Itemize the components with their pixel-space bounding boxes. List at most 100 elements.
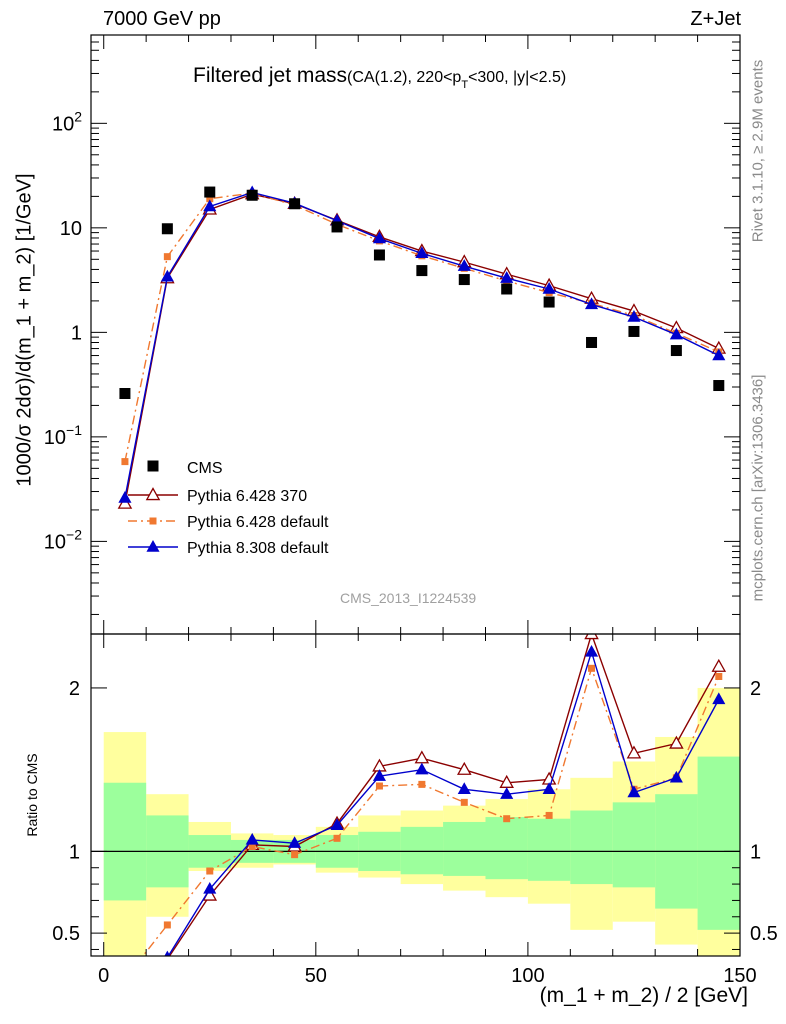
inner-band-bin [400, 826, 444, 875]
ratio-series-point-2 [203, 881, 217, 894]
axis-ticks [91, 34, 741, 956]
main-series-point-2 [457, 259, 471, 271]
main-series-point-2 [372, 231, 386, 244]
ratio-series-point-1 [460, 798, 468, 806]
process-label: Z+Jet [690, 8, 741, 30]
data-point [119, 388, 131, 400]
ratio-series-point-2 [415, 762, 429, 775]
ratio-series-point-2 [330, 818, 344, 830]
inner-band-bin [103, 782, 147, 901]
x-tick-label: 150 [723, 965, 756, 987]
ratio-series-point-2 [712, 692, 726, 705]
inner-band-bin [443, 821, 486, 876]
y-main-tick-exponent: −2 [66, 526, 82, 542]
y-ratio-tick-label-right: 0.5 [750, 923, 778, 945]
data-point [713, 380, 725, 392]
main-series-line-0 [124, 193, 720, 504]
ratio-series-point-0 [584, 634, 599, 640]
inner-band-bin [697, 756, 740, 930]
y-main-tick-label: 10 [60, 218, 82, 240]
plot-title-sub-post: <300, |y|<2.5) [468, 69, 567, 86]
data-point [373, 249, 385, 261]
ratio-series-point-0 [669, 735, 684, 749]
ratio-series-point-1 [248, 842, 256, 850]
legend-marker-1 [149, 517, 157, 525]
main-series-layer [117, 185, 727, 509]
ratio-series-point-2 [669, 770, 683, 783]
ratio-series-point-0 [626, 745, 642, 759]
inner-band-bin [612, 802, 656, 888]
legend-label-2: Pythia 8.308 default [187, 540, 329, 557]
legend: CMS Pythia 6.428 370 Pythia 6.428 default P… [128, 460, 329, 557]
main-y-axis-label: 1000/σ 2dσ)/d(m_1 + m_2) [1/GeV] [13, 173, 36, 487]
y-main-tick-exponent: 2 [74, 108, 82, 124]
main-series-point-2 [542, 281, 556, 294]
ratio-series-point-1 [503, 815, 511, 823]
y-main-tick-base: 10 [44, 531, 66, 553]
ratio-series-point-2 [500, 787, 514, 799]
ratio-series-point-2 [627, 785, 641, 798]
ratio-series-layer [142, 634, 727, 956]
mcplots-reference-box: mcplots.cern.ch [arXiv:1306.3436] [745, 342, 771, 634]
data-point [246, 189, 258, 201]
x-tick-label: 100 [511, 965, 544, 987]
data-point [501, 283, 513, 295]
ratio-series-point-2 [372, 769, 386, 781]
ratio-series-point-1 [206, 867, 214, 875]
ratio-y-axis-label: Ratio to CMS [24, 753, 40, 837]
x-tick-label: 0 [98, 965, 109, 987]
data-point [458, 274, 470, 286]
main-series-point-2 [160, 269, 174, 282]
ratio-series-point-2 [457, 782, 471, 794]
ratio-series-point-1 [333, 834, 341, 842]
main-series-point-2 [627, 310, 641, 322]
data-point [628, 325, 640, 337]
main-series-point-1 [121, 458, 129, 466]
ratio-series-point-2 [245, 832, 259, 845]
ratio-series-point-2 [542, 782, 556, 794]
y-main-tick-label: 102 [52, 108, 82, 135]
analysis-watermark: CMS_2013_I1224539 [340, 590, 477, 606]
legend-marker-0 [145, 487, 161, 501]
ratio-series-point-2 [584, 644, 599, 657]
ratio-series-point-0 [456, 761, 472, 775]
legend-label-1: Pythia 6.428 default [187, 514, 329, 531]
x-axis-label: (m_1 + m_2) / 2 [GeV] [539, 984, 748, 1007]
main-series-point-2 [203, 199, 217, 212]
main-series-point-1 [163, 253, 171, 261]
main-series-point-2 [118, 490, 132, 503]
y-ratio-tick-label-right: 2 [750, 678, 761, 700]
main-series-point-2 [669, 327, 683, 340]
data-point [204, 186, 216, 198]
ratio-series-point-1 [588, 664, 596, 672]
legend-label-data: CMS [187, 460, 223, 477]
inner-band-bin [485, 817, 528, 880]
y-main-tick-label: 10−1 [44, 422, 82, 449]
legend-marker-data [147, 460, 159, 472]
main-series-line-1 [124, 192, 720, 462]
ratio-series-point-0 [414, 750, 430, 764]
ratio-series-point-1 [375, 782, 383, 790]
y-ratio-tick-label-right: 1 [750, 841, 761, 863]
ratio-uncertainty-bands [103, 687, 740, 956]
energy-label: 7000 GeV pp [103, 8, 221, 30]
main-series-point-2 [415, 246, 429, 259]
plot-title-sub-subscript: T [461, 79, 469, 91]
mcplots-reference: mcplots.cern.ch [arXiv:1306.3436] [749, 374, 767, 602]
data-point [331, 221, 343, 233]
ratio-series-point-1 [545, 811, 553, 819]
plot-title: Filtered jet mass(CA(1.2), 220<pT<300, |… [193, 64, 567, 91]
y-main-tick-base: 10 [44, 427, 66, 449]
ratio-series-point-0 [711, 658, 727, 672]
ratio-y-axis-label-box: Ratio to CMS [20, 690, 44, 900]
inner-band-bin [527, 818, 571, 881]
y-ratio-tick-label-left: 0.5 [52, 923, 80, 945]
ratio-series-point-2 [164, 950, 171, 956]
ratio-plot-frame [90, 633, 741, 957]
main-series-point-2 [712, 348, 726, 361]
data-point [289, 198, 301, 210]
main-y-axis-label-box: 1000/σ 2dσ)/d(m_1 + m_2) [1/GeV] [10, 50, 40, 610]
y-main-tick-label: 1 [71, 322, 82, 344]
